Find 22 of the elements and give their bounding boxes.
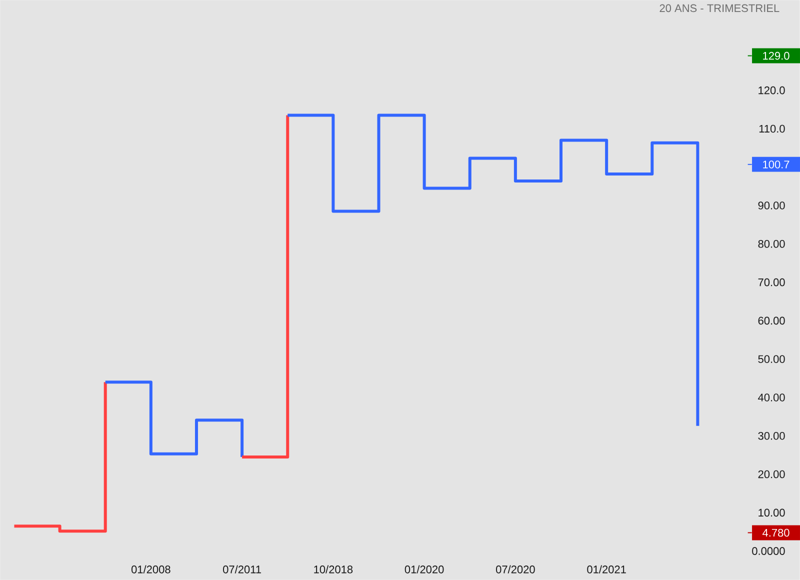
x-tick-label: 01/2021 — [587, 565, 626, 574]
y-tick-label: 20.00 — [758, 470, 785, 478]
x-tick-label: 07/2011 — [223, 565, 261, 574]
y-tick-label: 90.00 — [758, 202, 785, 210]
y-tick-label: 50.00 — [758, 355, 785, 364]
y-tick-label: 120.0 — [758, 86, 785, 94]
y-tick-label: 70.00 — [758, 278, 785, 286]
y-tick-label: 30.00 — [758, 432, 785, 440]
chart-title: 20 ANS - TRIMESTRIEL — [660, 4, 780, 12]
y-tick-label: 110.0 — [759, 124, 785, 133]
y-tick-label: 80.00 — [758, 240, 785, 248]
x-tick-label: 10/2018 — [314, 565, 353, 574]
y-tick-label: 10.00 — [758, 508, 785, 517]
ref-line-label: 100.7 — [763, 160, 790, 168]
y-tick-label: 0.0000 — [752, 547, 785, 555]
ref-line-label: 129.0 — [763, 52, 790, 60]
y-tick-label: 40.00 — [758, 394, 785, 402]
x-tick-label: 07/2020 — [496, 565, 535, 574]
x-tick-label: 01/2008 — [131, 565, 170, 574]
y-tick-label: 60.00 — [758, 316, 785, 325]
ref-line-label: 4.780 — [762, 528, 790, 537]
x-tick-label: 01/2020 — [404, 565, 444, 574]
